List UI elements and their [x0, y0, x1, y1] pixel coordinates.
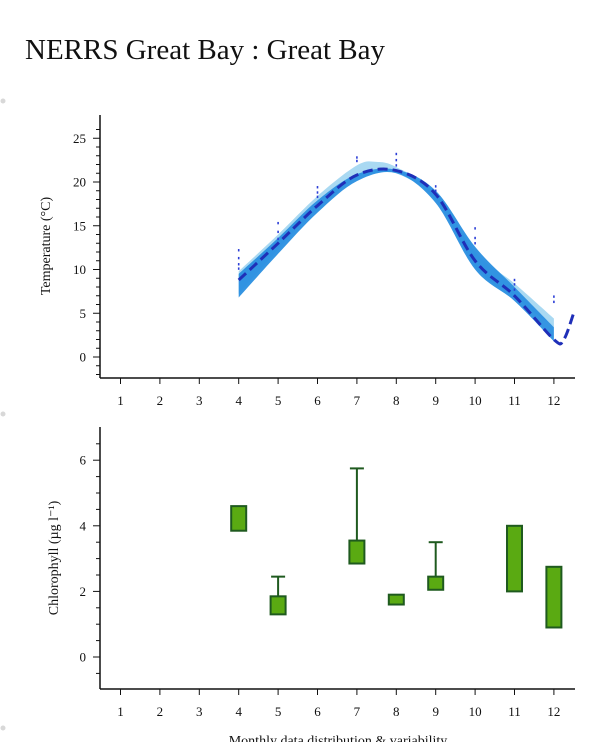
temperature-observation-point: [356, 159, 358, 163]
chlorophyll-x-tick-label: 6: [314, 704, 321, 719]
temperature-y-axis-label: Temperature (°C): [39, 197, 54, 296]
chlorophyll-x-tick-label: 10: [469, 704, 482, 719]
temperature-observation-point: [513, 278, 516, 282]
temperature-y-tick-label: 0: [80, 350, 87, 365]
chlorophyll-y-tick-label: 6: [80, 453, 87, 468]
temperature-observation-point: [277, 237, 279, 241]
chlorophyll-x-tick-label: 2: [157, 704, 164, 719]
temperature-mean-line: [237, 167, 576, 346]
chlorophyll-y-tick-label: 4: [80, 518, 87, 533]
chlorophyll-box: [427, 575, 445, 591]
temperature-observation-point: [474, 227, 476, 230]
chlorophyll-box: [269, 595, 287, 616]
temperature-observation-point: [237, 263, 240, 266]
temperature-x-tick-label: 5: [275, 393, 282, 408]
chlorophyll-box: [506, 524, 523, 593]
temperature-observation-point: [316, 186, 319, 189]
temperature-observation-point: [434, 185, 437, 188]
chlorophyll-x-tick-label: 7: [354, 704, 361, 719]
temperature-observation-point: [513, 288, 516, 291]
temperature-observation-point: [513, 283, 516, 286]
temperature-observation-point: [434, 189, 437, 192]
temperature-x-tick-label: 4: [235, 393, 242, 408]
chlorophyll-x-tick-label: 5: [275, 704, 282, 719]
chlorophyll-x-tick-label: 9: [432, 704, 439, 719]
temperature-x-tick-label: 1: [117, 393, 124, 408]
temperature-x-tick-label: 9: [432, 393, 439, 408]
temperature-observation-point: [316, 191, 319, 194]
chlorophyll-y-tick-label: 2: [80, 584, 87, 599]
temperature-range-band: [238, 168, 554, 342]
side-dot: [0, 98, 6, 104]
temperature-observation-point: [553, 295, 555, 298]
temperature-y-tick-label: 20: [73, 175, 86, 190]
temperature-observation-point: [474, 242, 476, 245]
chlorophyll-box: [545, 565, 563, 629]
chlorophyll-x-tick-label: 1: [117, 704, 124, 719]
temperature-observation-point: [237, 256, 240, 260]
chlorophyll-x-tick-label: 11: [508, 704, 521, 719]
temperature-observation-point: [277, 230, 279, 234]
temperature-x-tick-label: 12: [547, 393, 560, 408]
side-dot: [0, 411, 6, 417]
temperature-observation-point: [395, 158, 398, 162]
temperature-x-tick-label: 10: [469, 393, 482, 408]
temperature-observation-point: [356, 156, 358, 159]
temperature-observation-point: [395, 152, 398, 156]
temperature-x-tick-label: 2: [157, 393, 164, 408]
chlorophyll-y-axis-label: Chlorophyll (µg l⁻¹): [47, 500, 62, 615]
chlorophyll-box: [348, 539, 366, 565]
chlorophyll-y-tick-label: 0: [80, 650, 87, 665]
temperature-observation-point: [316, 195, 319, 199]
temperature-x-tick-label: 6: [314, 393, 321, 408]
chlorophyll-x-tick-label: 4: [235, 704, 242, 719]
temperature-observation-point: [553, 300, 555, 304]
page-title: NERRS Great Bay : Great Bay: [25, 34, 386, 66]
temperature-y-tick-label: 15: [73, 218, 86, 233]
temperature-y-tick-label: 10: [73, 262, 86, 277]
temperature-observation-point: [237, 249, 240, 252]
temperature-observation-point: [237, 267, 240, 270]
temperature-y-tick-label: 25: [73, 131, 86, 146]
temperature-x-tick-label: 3: [196, 393, 203, 408]
temperature-x-tick-label: 11: [508, 393, 521, 408]
temperature-y-tick-label: 5: [80, 306, 87, 321]
chlorophyll-x-tick-label: 8: [393, 704, 400, 719]
chart-caption: Monthly data distribution & variability: [229, 734, 448, 742]
temperature-observation-point: [277, 221, 279, 225]
chlorophyll-box: [387, 593, 405, 606]
temperature-observation-point: [474, 236, 476, 240]
temperature-observation-point: [395, 164, 398, 167]
side-dot: [0, 725, 6, 731]
chlorophyll-x-tick-label: 12: [547, 704, 560, 719]
temperature-x-tick-label: 7: [354, 393, 361, 408]
chlorophyll-x-tick-label: 3: [196, 704, 203, 719]
chlorophyll-box: [230, 505, 248, 532]
temperature-x-tick-label: 8: [393, 393, 400, 408]
